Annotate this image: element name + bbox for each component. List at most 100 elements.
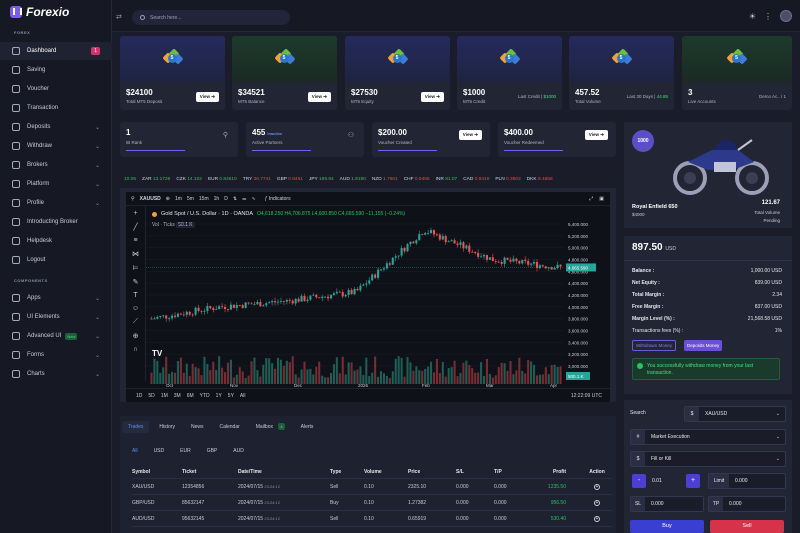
sidebar-item-forms[interactable]: Forms ⌄	[0, 346, 112, 364]
sidebar-item-withdraw[interactable]: Withdraw ⌄	[0, 137, 112, 155]
tab-alerts[interactable]: Alerts	[300, 424, 314, 430]
deposit-money-button[interactable]: Deposits Money	[684, 340, 723, 351]
sidebar-item-dashboard[interactable]: Dashboard 1	[0, 42, 112, 60]
withdraw-money-button[interactable]: Withdrawn Money	[632, 340, 677, 351]
mini-value: 455 Inactive	[252, 128, 283, 137]
candle-type-icon[interactable]: ⚌	[242, 195, 247, 202]
sidebar-item-logout[interactable]: Logout	[0, 251, 112, 269]
view-button[interactable]: View ➔	[307, 92, 331, 102]
sidebar-item-advanced-ui[interactable]: Advanced UI New ⌄	[0, 327, 112, 345]
sidebar-item-profile[interactable]: Profile ⌄	[0, 194, 112, 212]
view-button[interactable]: View ➔	[195, 92, 219, 102]
action-plus-icon[interactable]: +	[594, 515, 600, 522]
symbol-select[interactable]: $ XAU/USD ⌄	[684, 406, 786, 422]
compare-icon[interactable]: ⇅	[232, 195, 238, 202]
quantity-input[interactable]: 0.01	[652, 478, 662, 484]
range-button[interactable]: YTD	[199, 392, 210, 399]
filter-aud[interactable]: AUD	[233, 448, 244, 454]
tab-trades[interactable]: Trades	[122, 421, 150, 433]
increase-button[interactable]: +	[686, 474, 700, 488]
sidebar-item-brokers[interactable]: Brokers ⌄	[0, 156, 112, 174]
expand-icon[interactable]: ⤢	[589, 195, 594, 202]
interval-button[interactable]: D	[224, 195, 228, 202]
magnet-icon[interactable]: ∩	[132, 346, 139, 353]
view-button[interactable]: View ➔	[458, 130, 482, 140]
indicators-button[interactable]: ƒ Indicators	[264, 195, 291, 202]
text-icon[interactable]: T	[133, 292, 138, 299]
range-button[interactable]: All	[239, 392, 246, 399]
volume-bar	[241, 371, 244, 384]
trend-line-icon[interactable]: ╱	[133, 224, 138, 231]
search-input[interactable]: Search here...	[132, 10, 290, 25]
tp-field[interactable]: TP 0.000	[708, 496, 786, 512]
candle-body	[203, 311, 206, 312]
theme-toggle-icon[interactable]: ☀	[748, 11, 756, 21]
y-tick-label: 5,400.000	[568, 222, 589, 227]
filter-all[interactable]: All	[132, 448, 138, 454]
filter-eur[interactable]: EUR	[180, 448, 191, 454]
decrease-button[interactable]: -	[632, 474, 646, 488]
fill-policy-select[interactable]: $ Fill or Kill ⌄	[630, 451, 786, 467]
candle-body	[435, 234, 438, 236]
sidebar-item-voucher[interactable]: Voucher	[0, 80, 112, 98]
sidebar-item-saving[interactable]: Saving	[0, 61, 112, 79]
pattern-icon[interactable]: ⋈	[132, 251, 139, 258]
avatar[interactable]	[780, 10, 792, 22]
account-row: Margin Level (%) :21,568.58 USD	[632, 316, 782, 322]
range-button[interactable]: 1M	[160, 392, 168, 399]
candlestick-chart[interactable]: 5,400.000 5,200.000 5,000.000 4,800.000 4,60…	[146, 206, 610, 388]
buy-button[interactable]: Buy	[630, 520, 704, 533]
action-plus-icon[interactable]: +	[594, 499, 600, 506]
brand[interactable]: Forexio	[10, 5, 69, 19]
sidebar-item-deposits[interactable]: Deposits ⌄	[0, 118, 112, 136]
limit-field[interactable]: Limit 0.000	[708, 473, 786, 489]
horizontal-lines-icon[interactable]: ≡	[133, 237, 138, 244]
range-button[interactable]: 5D	[148, 392, 155, 399]
filter-gbp[interactable]: GBP	[206, 448, 218, 454]
action-plus-icon[interactable]: +	[594, 483, 600, 490]
range-button[interactable]: 6M	[186, 392, 194, 399]
range-button[interactable]: 3M	[173, 392, 181, 399]
saving-icon	[12, 66, 20, 74]
notification-icon[interactable]: ⋮	[764, 11, 772, 21]
tab-mailbox[interactable]: Mailbox 4	[255, 423, 285, 430]
fib-icon[interactable]: ⊨	[132, 265, 139, 272]
range-button[interactable]: 1D	[136, 392, 143, 399]
candle-body	[403, 248, 406, 252]
filter-usd[interactable]: USD	[153, 448, 165, 454]
range-button[interactable]: 5Y	[227, 392, 234, 399]
zoom-icon[interactable]: ⊕	[132, 333, 139, 340]
crosshair-icon[interactable]: +	[133, 210, 138, 217]
brush-icon[interactable]: ✎	[132, 279, 139, 286]
view-button[interactable]: View ➔	[420, 92, 444, 102]
sell-button[interactable]: Sell	[710, 520, 784, 533]
sidebar-item-charts[interactable]: Charts ⌄	[0, 365, 112, 383]
add-symbol-icon[interactable]: ⊕	[165, 195, 170, 202]
sidebar-item-helpdesk[interactable]: Helpdesk	[0, 232, 112, 250]
sidebar-toggle-icon[interactable]: ⇄	[116, 14, 122, 21]
interval-button[interactable]: 1h	[213, 195, 220, 202]
sidebar-item-introducing-broker[interactable]: Introducting Broker	[0, 213, 112, 231]
range-button[interactable]: 1Y	[215, 392, 222, 399]
tab-history[interactable]: History	[159, 424, 175, 430]
ruler-icon[interactable]: ⟋	[133, 318, 138, 325]
sidebar-item-platform[interactable]: Platform ⌄	[0, 175, 112, 193]
chart-type-icon[interactable]: ∿	[251, 195, 256, 202]
tab-calendar[interactable]: Calendar	[219, 424, 240, 430]
camera-icon[interactable]: ▣	[599, 195, 604, 202]
sidebar-item-apps[interactable]: Apps ⌄	[0, 289, 112, 307]
interval-button[interactable]: 1m	[175, 195, 182, 202]
interval-button[interactable]: 15m	[198, 195, 209, 202]
emoji-icon[interactable]: ☺	[131, 305, 140, 312]
sl-field[interactable]: SL 0.000	[630, 496, 704, 512]
interval-button[interactable]: 5m	[186, 195, 194, 202]
symbol-selector[interactable]: XAUUSD	[139, 195, 161, 202]
sidebar-item-ui-elements[interactable]: UI Elements ⌄	[0, 308, 112, 326]
tab-news[interactable]: News	[190, 424, 204, 430]
view-button[interactable]: View ➔	[584, 130, 608, 140]
sidebar-item-transaction[interactable]: Transaction	[0, 99, 112, 117]
execution-select[interactable]: # Market Execution ⌄	[630, 429, 786, 445]
volume-bar	[385, 375, 388, 384]
chevron-down-icon: ⌄	[94, 371, 100, 378]
search-icon[interactable]: ⚲	[131, 195, 135, 202]
